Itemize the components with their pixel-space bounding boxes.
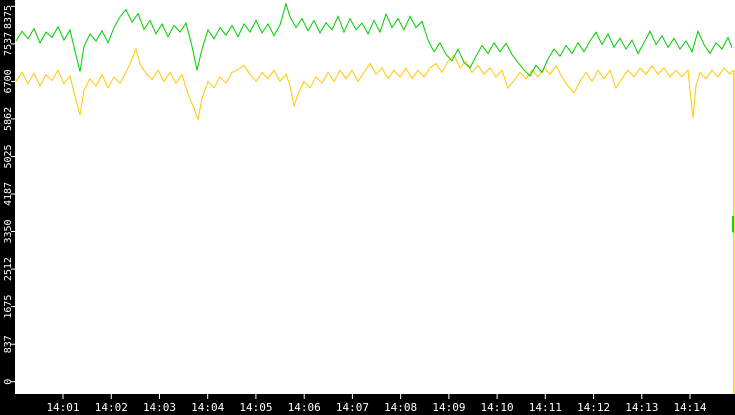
x-tick-label: 14:06: [288, 401, 321, 414]
x-tick-label: 14:14: [673, 401, 706, 414]
x-tick-label: 14:07: [336, 401, 369, 414]
y-tick-label: 7537: [3, 32, 14, 56]
y-axis-band: [0, 0, 15, 415]
y-tick-label: 0: [3, 379, 14, 385]
y-tick-label: 837: [3, 335, 14, 353]
y-tick-label: 2512: [3, 257, 14, 281]
x-tick-label: 14:01: [46, 401, 79, 414]
y-tick-label: 1675: [3, 295, 14, 319]
x-tick-label: 14:03: [143, 401, 176, 414]
y-tick-label: 3350: [3, 219, 14, 243]
x-tick-label: 14:10: [481, 401, 514, 414]
y-tick-label: 8375: [3, 5, 14, 29]
green-series-line: [15, 2, 733, 77]
y-tick-label: 5862: [3, 107, 14, 131]
x-tick-label: 14:04: [191, 401, 224, 414]
x-tick-label: 14:13: [625, 401, 658, 414]
y-tick-label: 4187: [3, 182, 14, 206]
x-tick-label: 14:12: [577, 401, 610, 414]
x-tick-label: 14:09: [432, 401, 465, 414]
y-tick-label: 6700: [3, 69, 14, 93]
x-tick-label: 14:08: [384, 401, 417, 414]
x-tick-label: 14:02: [95, 401, 128, 414]
yellow-series-line: [15, 47, 734, 122]
y-tick-label: 5025: [3, 144, 14, 168]
x-axis-band: [0, 394, 735, 415]
x-tick-label: 14:05: [239, 401, 272, 414]
x-tick-label: 14:11: [529, 401, 562, 414]
